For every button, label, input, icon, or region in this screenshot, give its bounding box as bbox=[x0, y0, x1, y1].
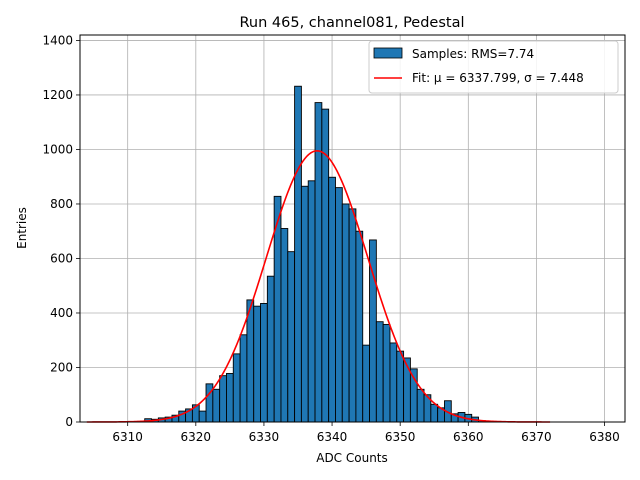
y-tick-label: 400 bbox=[50, 306, 73, 320]
histogram-bar bbox=[341, 203, 350, 423]
histogram-bar bbox=[239, 334, 248, 423]
histogram-bar bbox=[396, 350, 405, 423]
histogram-bar bbox=[253, 305, 261, 423]
histogram-bar bbox=[260, 302, 268, 423]
histogram-bar bbox=[280, 228, 289, 423]
x-axis-label: ADC Counts bbox=[316, 451, 388, 465]
histogram-bar bbox=[430, 403, 439, 423]
histogram-bar bbox=[389, 342, 398, 423]
histogram-bar bbox=[232, 353, 241, 423]
histogram-bar bbox=[266, 275, 275, 423]
y-tick-label: 1400 bbox=[42, 33, 73, 47]
legend-label-fit: Fit: μ = 6337.799, σ = 7.448 bbox=[412, 71, 584, 85]
histogram-bar bbox=[403, 357, 411, 423]
histogram-bar bbox=[226, 373, 234, 423]
histogram-bar bbox=[307, 180, 316, 423]
y-tick-label: 800 bbox=[50, 197, 73, 211]
x-tick-label: 6340 bbox=[317, 430, 348, 444]
y-tick-label: 200 bbox=[50, 360, 73, 374]
legend-label-samples: Samples: RMS=7.74 bbox=[412, 47, 534, 61]
histogram-bar bbox=[287, 251, 296, 423]
histogram-bar bbox=[382, 323, 391, 423]
y-axis-ticks: 0 200 400 600 800 1000 1200 1400 bbox=[42, 33, 80, 429]
histogram-bar bbox=[348, 208, 357, 423]
legend: Samples: RMS=7.74 Fit: μ = 6337.799, σ =… bbox=[368, 40, 619, 94]
y-axis-label: Entries bbox=[15, 207, 29, 249]
histogram-bar bbox=[212, 388, 221, 423]
fit-curve bbox=[86, 150, 551, 423]
y-tick-label: 1200 bbox=[42, 88, 73, 102]
histogram-bar bbox=[335, 187, 343, 423]
x-axis-ticks: 6310 6320 6330 6340 6350 6360 6370 6380 bbox=[112, 422, 620, 444]
legend-box bbox=[368, 40, 619, 94]
x-tick-label: 6310 bbox=[112, 430, 143, 444]
legend-swatch-samples bbox=[373, 47, 403, 59]
histogram-bar bbox=[219, 375, 227, 423]
histogram-bar bbox=[294, 85, 302, 423]
histogram-bar bbox=[416, 388, 425, 423]
histogram-bars bbox=[144, 85, 500, 423]
x-tick-label: 6330 bbox=[249, 430, 280, 444]
histogram-bar bbox=[328, 176, 336, 423]
y-tick-label: 1000 bbox=[42, 142, 73, 156]
histogram-bar bbox=[355, 230, 364, 423]
x-tick-label: 6350 bbox=[385, 430, 416, 444]
histogram-bar bbox=[300, 185, 309, 423]
histogram-bar bbox=[246, 299, 255, 423]
plot-frame bbox=[79, 34, 626, 423]
x-tick-label: 6370 bbox=[521, 430, 552, 444]
y-tick-label: 0 bbox=[65, 415, 73, 429]
y-tick-label: 600 bbox=[50, 251, 73, 265]
x-tick-label: 6360 bbox=[453, 430, 484, 444]
chart-title: Run 465, channel081, Pedestal bbox=[239, 15, 464, 31]
histogram-bar bbox=[375, 321, 384, 423]
histogram-bar bbox=[362, 344, 370, 423]
x-tick-label: 6380 bbox=[589, 430, 620, 444]
histogram-bar bbox=[198, 410, 207, 423]
x-tick-label: 6320 bbox=[181, 430, 212, 444]
